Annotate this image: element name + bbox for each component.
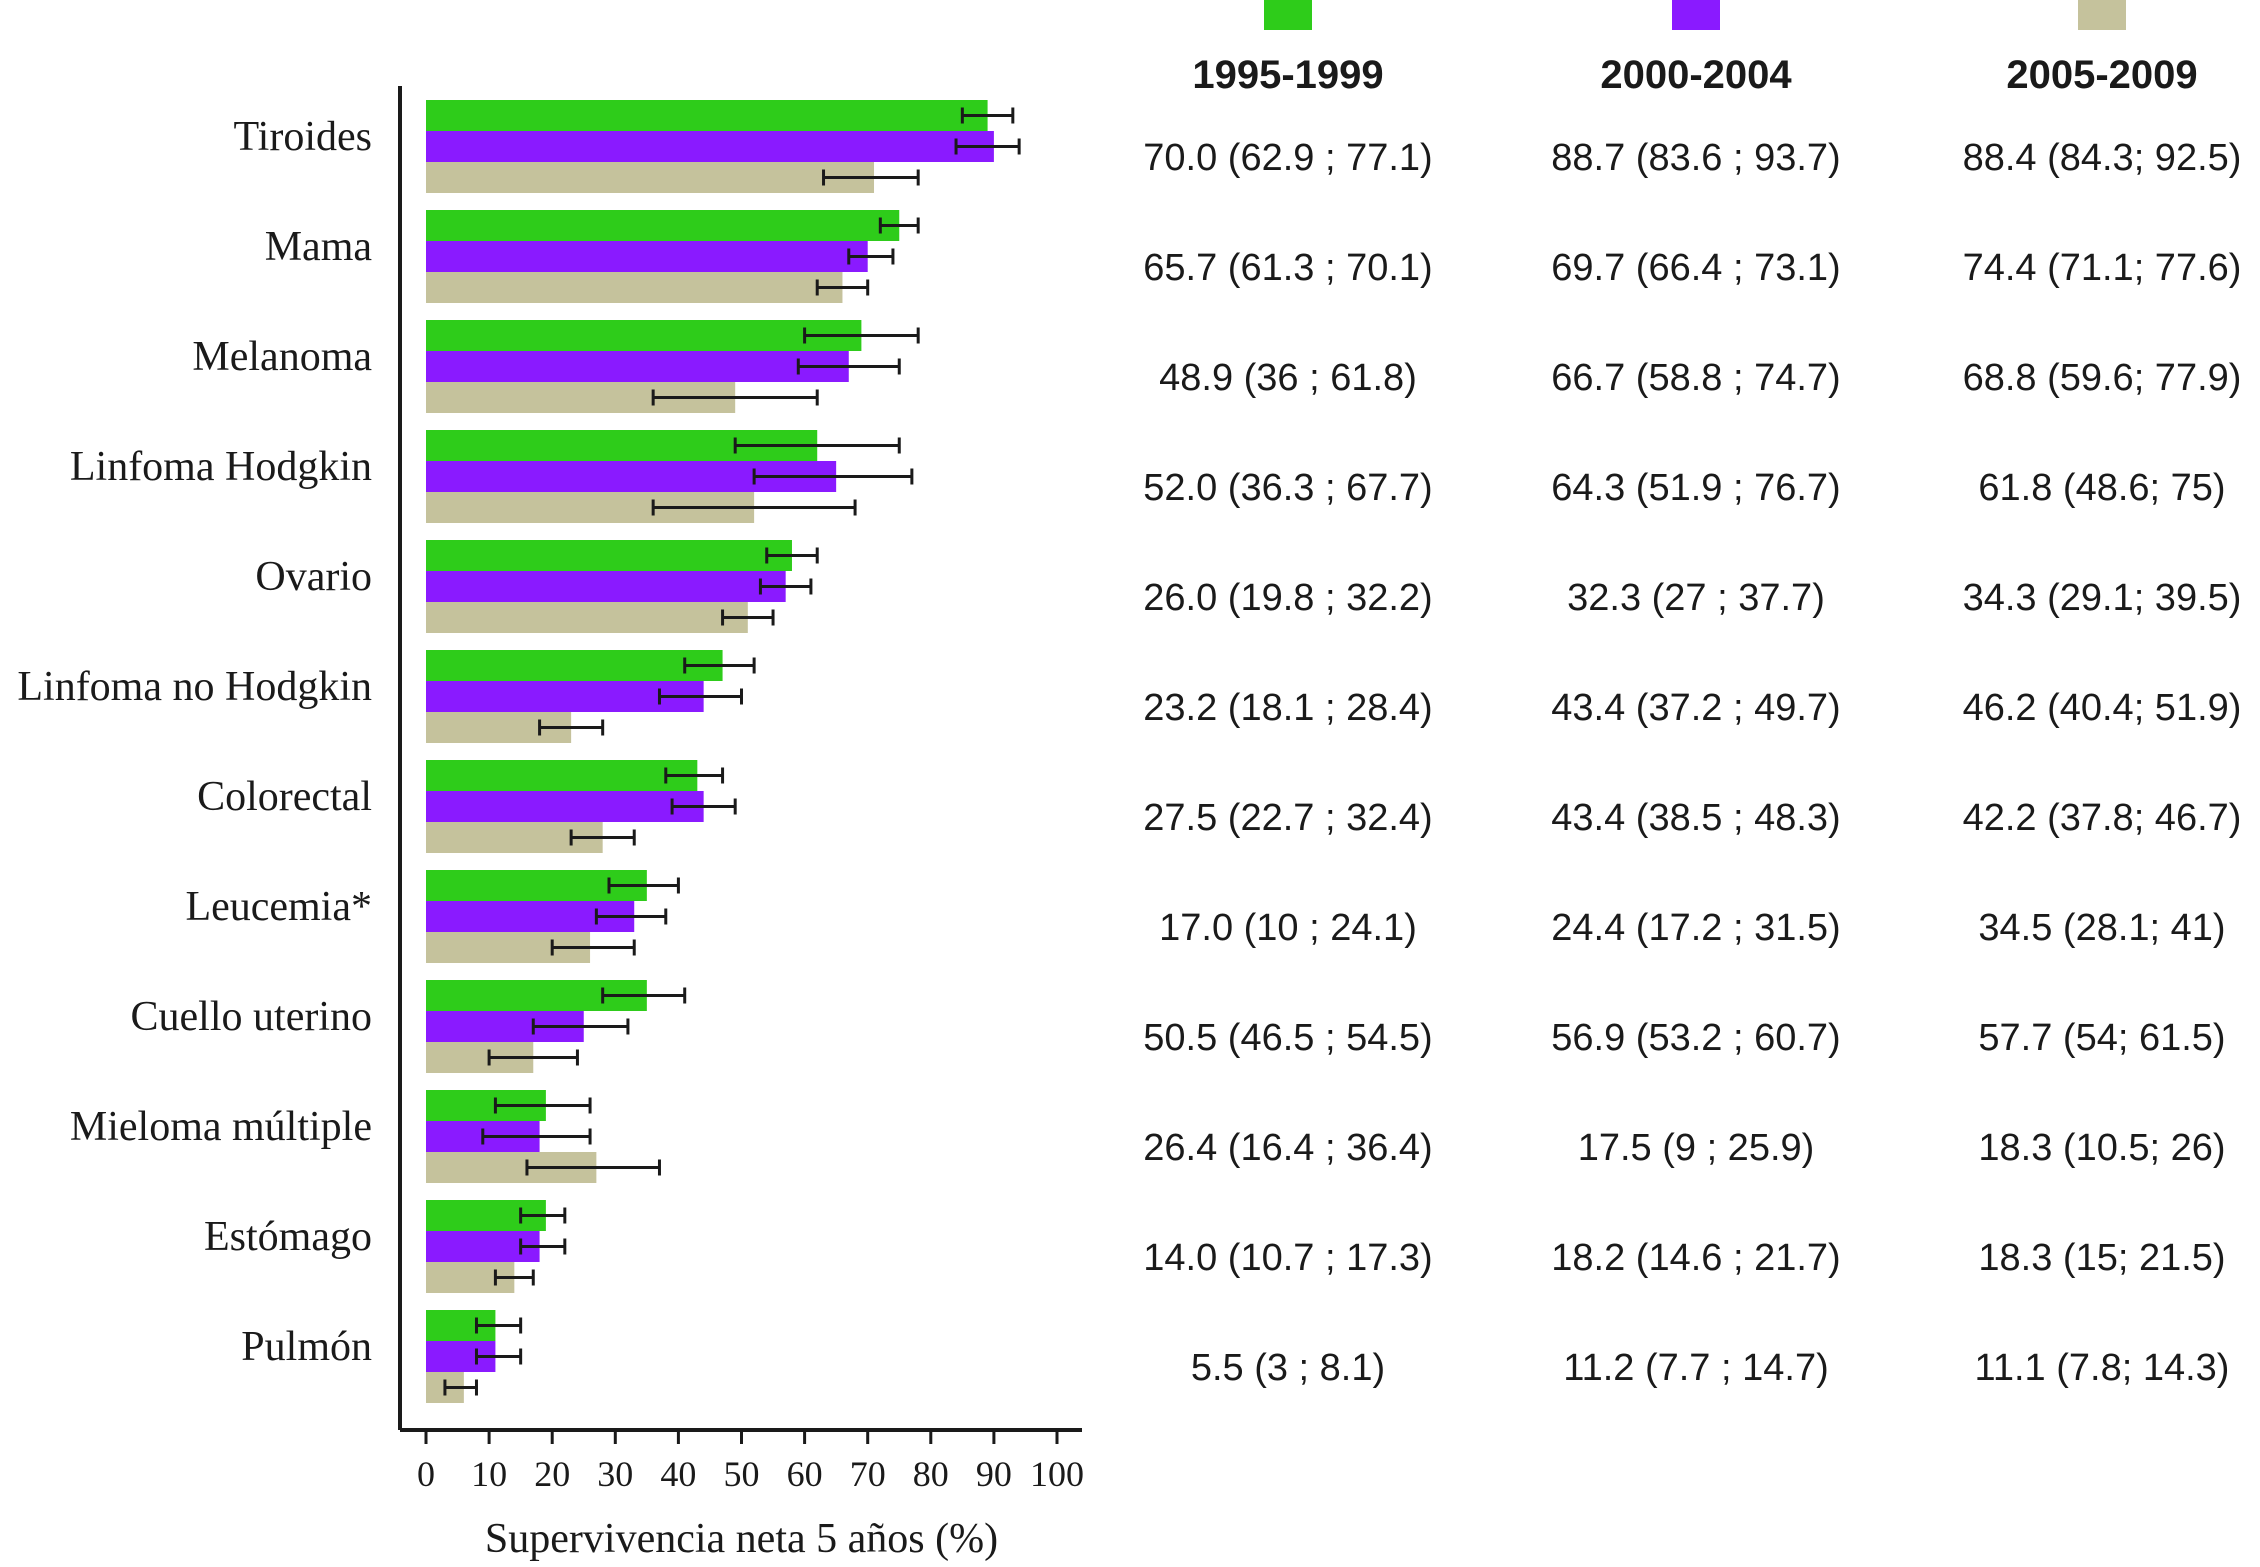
x-tick-label: 40 <box>660 1454 696 1494</box>
table-cell-2005-2009: 61.8 (48.6; 75) <box>1978 467 2225 509</box>
category-label: Leucemia* <box>185 884 372 930</box>
x-axis-title: Supervivencia neta 5 años (%) <box>485 1516 998 1562</box>
table-cell-2005-2009: 88.4 (84.3; 92.5) <box>1963 137 2242 179</box>
bar-2000-2004-2 <box>426 241 868 272</box>
bar-1995-1999-7 <box>426 760 698 791</box>
legend-label-2000-2004: 2000-2004 <box>1600 53 1792 97</box>
bar-2005-2009-1 <box>426 162 875 193</box>
table-cell-1995-1999: 23.2 (18.1 ; 28.4) <box>1143 687 1432 729</box>
bar-1995-1999-1 <box>426 100 988 131</box>
table-cell-2000-2004: 32.3 (27 ; 37.7) <box>1567 577 1825 619</box>
table-cell-2000-2004: 66.7 (58.8 ; 74.7) <box>1551 357 1840 399</box>
table-cell-2005-2009: 46.2 (40.4; 51.9) <box>1963 687 2242 729</box>
category-label: Estómago <box>204 1214 372 1260</box>
table-cell-2005-2009: 18.3 (10.5; 26) <box>1978 1127 2225 1169</box>
table-cell-2000-2004: 18.2 (14.6 ; 21.7) <box>1551 1237 1840 1279</box>
table-cell-2000-2004: 17.5 (9 ; 25.9) <box>1578 1127 1815 1169</box>
x-tick-label: 20 <box>534 1454 570 1494</box>
category-label: Melanoma <box>192 334 372 380</box>
table-cell-2000-2004: 11.2 (7.7 ; 14.7) <box>1563 1347 1828 1389</box>
bar-1995-1999-3 <box>426 320 862 351</box>
legend-label-1995-1999: 1995-1999 <box>1192 53 1383 97</box>
table-cell-1995-1999: 52.0 (36.3 ; 67.7) <box>1143 467 1432 509</box>
category-label: Cuello uterino <box>131 994 372 1040</box>
x-tick-label: 80 <box>913 1454 949 1494</box>
table-cell-1995-1999: 65.7 (61.3 ; 70.1) <box>1143 247 1432 289</box>
bar-2000-2004-1 <box>426 131 994 162</box>
legend-swatch-2000-2004 <box>1672 0 1720 30</box>
table-cell-2005-2009: 74.4 (71.1; 77.6) <box>1963 247 2242 289</box>
x-tick-label: 50 <box>724 1454 760 1494</box>
table-cell-2000-2004: 43.4 (37.2 ; 49.7) <box>1551 687 1840 729</box>
table-cell-2005-2009: 42.2 (37.8; 46.7) <box>1963 797 2242 839</box>
bar-2000-2004-5 <box>426 571 786 602</box>
category-label: Ovario <box>255 554 372 600</box>
bar-1995-1999-5 <box>426 540 792 571</box>
table-cell-1995-1999: 27.5 (22.7 ; 32.4) <box>1143 797 1432 839</box>
category-label: Mieloma múltiple <box>70 1104 372 1150</box>
table-cell-2000-2004: 43.4 (38.5 ; 48.3) <box>1551 797 1840 839</box>
legend-label-2005-2009: 2005-2009 <box>2006 53 2197 97</box>
table-cell-2005-2009: 18.3 (15; 21.5) <box>1978 1237 2225 1279</box>
x-tick-label: 70 <box>850 1454 886 1494</box>
category-label: Mama <box>265 224 373 270</box>
bar-2000-2004-3 <box>426 351 849 382</box>
table-cell-1995-1999: 5.5 (3 ; 8.1) <box>1191 1347 1385 1389</box>
table-cell-2000-2004: 24.4 (17.2 ; 31.5) <box>1551 907 1840 949</box>
legend-swatch-2005-2009 <box>2078 0 2126 30</box>
table-cell-2005-2009: 34.3 (29.1; 39.5) <box>1963 577 2242 619</box>
table-cell-2000-2004: 69.7 (66.4 ; 73.1) <box>1551 247 1840 289</box>
table-cell-1995-1999: 48.9 (36 ; 61.8) <box>1159 357 1417 399</box>
table-cell-2005-2009: 57.7 (54; 61.5) <box>1978 1017 2225 1059</box>
bar-1995-1999-6 <box>426 650 723 681</box>
table-cell-2005-2009: 68.8 (59.6; 77.9) <box>1963 357 2242 399</box>
table-cell-1995-1999: 17.0 (10 ; 24.1) <box>1159 907 1417 949</box>
table-cell-1995-1999: 26.4 (16.4 ; 36.4) <box>1143 1127 1432 1169</box>
x-tick-label: 0 <box>417 1454 435 1494</box>
table-cell-1995-1999: 26.0 (19.8 ; 32.2) <box>1143 577 1432 619</box>
table-cell-2000-2004: 64.3 (51.9 ; 76.7) <box>1551 467 1840 509</box>
bar-2000-2004-6 <box>426 681 704 712</box>
table-cell-1995-1999: 50.5 (46.5 ; 54.5) <box>1143 1017 1432 1059</box>
category-label: Pulmón <box>241 1324 372 1370</box>
x-tick-label: 90 <box>976 1454 1012 1494</box>
category-label: Colorectal <box>197 774 372 820</box>
x-tick-label: 60 <box>787 1454 823 1494</box>
table-cell-1995-1999: 70.0 (62.9 ; 77.1) <box>1143 137 1432 179</box>
x-tick-label: 100 <box>1030 1454 1084 1494</box>
category-label: Linfoma no Hodgkin <box>17 664 372 710</box>
bar-2000-2004-7 <box>426 791 704 822</box>
table-cell-2000-2004: 56.9 (53.2 ; 60.7) <box>1551 1017 1840 1059</box>
table-cell-1995-1999: 14.0 (10.7 ; 17.3) <box>1143 1237 1432 1279</box>
bar-2005-2009-5 <box>426 602 748 633</box>
table-cell-2005-2009: 34.5 (28.1; 41) <box>1978 907 2225 949</box>
x-tick-label: 30 <box>597 1454 633 1494</box>
category-label: Linfoma Hodgkin <box>70 444 372 490</box>
bar-2005-2009-2 <box>426 272 843 303</box>
legend-swatch-1995-1999 <box>1264 0 1312 30</box>
table-cell-2005-2009: 11.1 (7.8; 14.3) <box>1975 1347 2230 1389</box>
category-label: Tiroides <box>234 114 373 160</box>
bar-1995-1999-2 <box>426 210 900 241</box>
x-tick-label: 10 <box>471 1454 507 1494</box>
table-cell-2000-2004: 88.7 (83.6 ; 93.7) <box>1551 137 1840 179</box>
